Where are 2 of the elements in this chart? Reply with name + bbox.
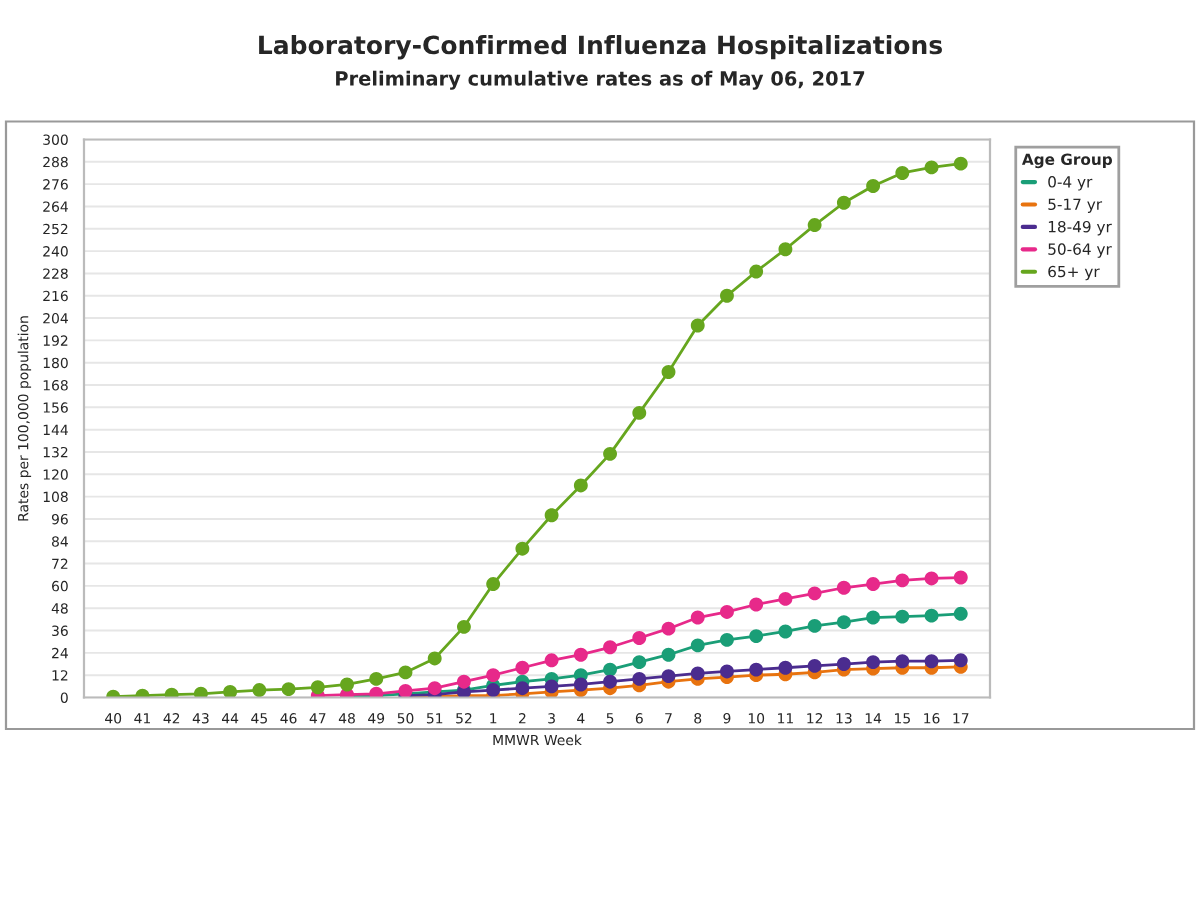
chart-title: Laboratory-Confirmed Influenza Hospitalizations (259, 35, 942, 60)
chart-subtitle: Preliminary cumulative rates as of May 06, 2017 (336, 70, 865, 90)
